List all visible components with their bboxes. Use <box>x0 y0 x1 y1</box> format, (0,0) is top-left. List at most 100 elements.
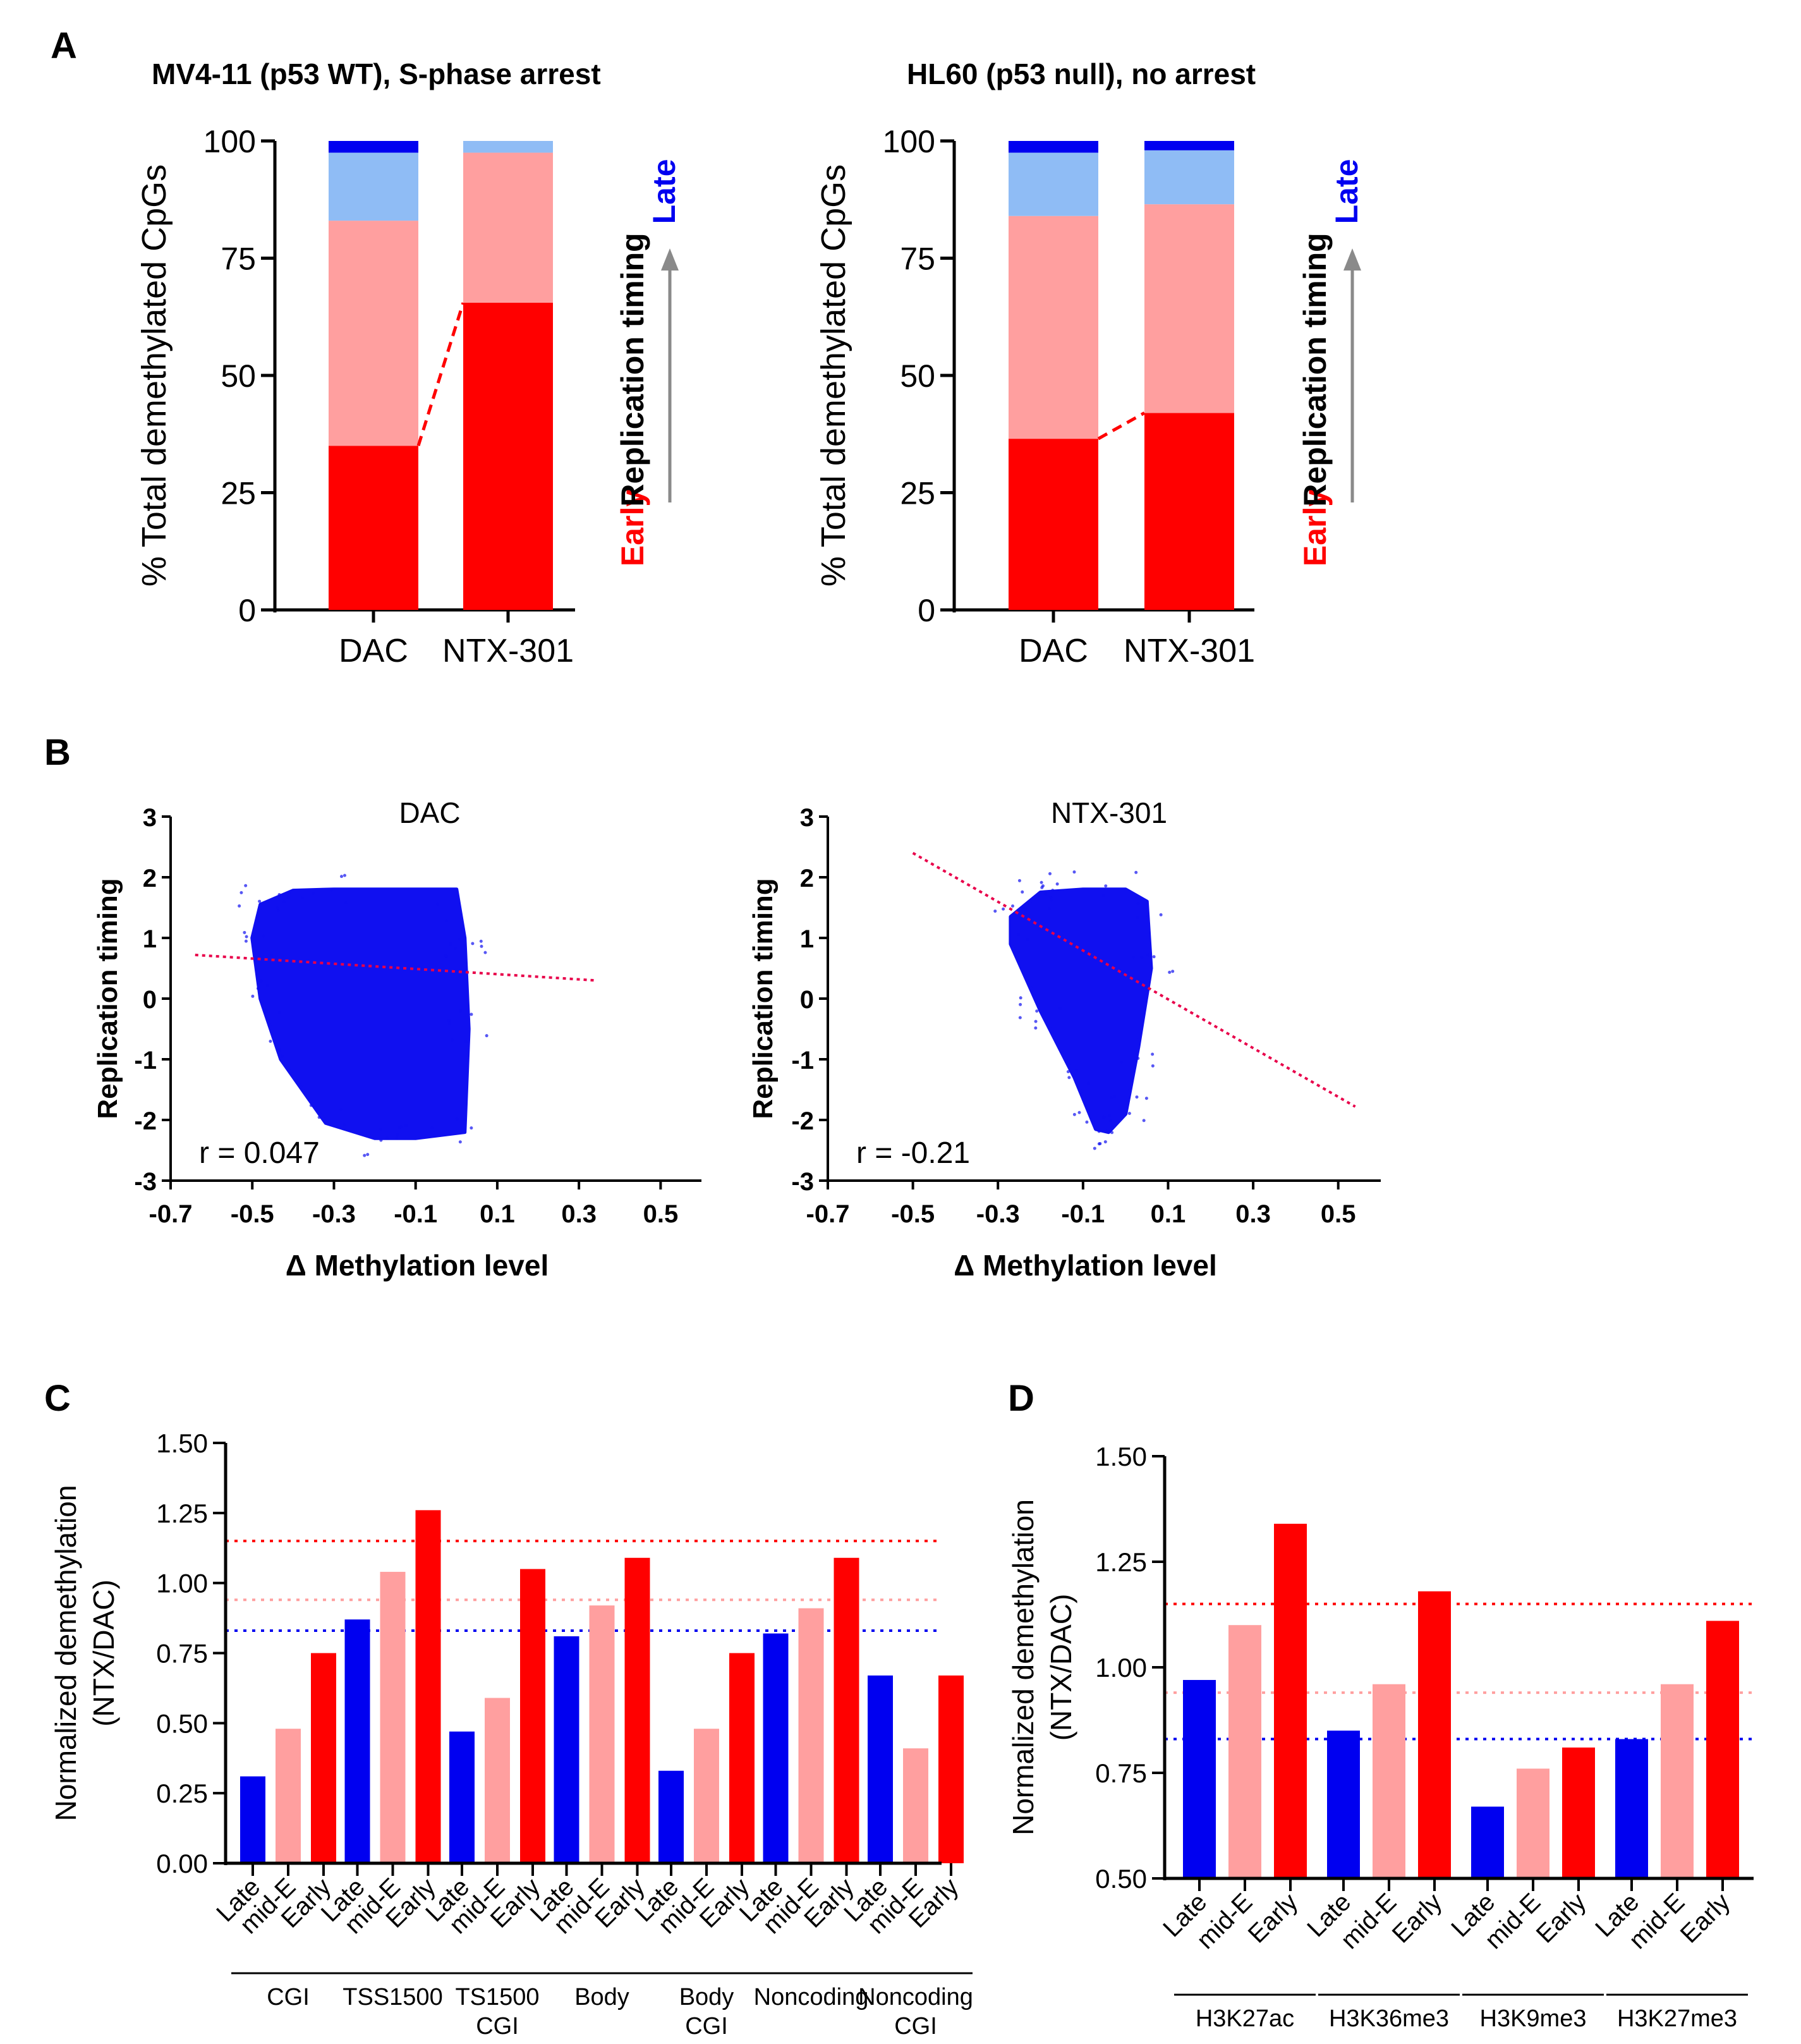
bar-mid-e <box>1661 1684 1694 1878</box>
scatter-point <box>1140 955 1144 959</box>
y-tick-label: 0.50 <box>1095 1864 1147 1894</box>
bar-late <box>763 1633 789 1863</box>
y-tick-label: 25 <box>221 476 256 511</box>
scatter-point <box>470 1126 473 1130</box>
y-tick-label: 100 <box>883 124 935 159</box>
y-tick-label: 100 <box>203 124 256 159</box>
y-tick-label: 0.75 <box>156 1639 208 1669</box>
scatter-point <box>483 951 487 954</box>
bar-late <box>1615 1739 1648 1878</box>
scatter-point <box>276 909 280 913</box>
scatter-point <box>1142 1119 1146 1122</box>
scatter-point <box>1067 1076 1071 1080</box>
bar-segment-early <box>463 302 553 610</box>
scatter-point <box>1144 1097 1148 1100</box>
x-tick-label: -0.1 <box>394 1200 437 1228</box>
y-tick-label: -2 <box>791 1107 814 1135</box>
scatter-point <box>404 1124 408 1128</box>
scatter-point <box>262 934 265 938</box>
bar-early <box>834 1557 859 1863</box>
bar-mid-e <box>276 1729 301 1863</box>
scatter-point <box>317 1116 321 1119</box>
scatter-point <box>379 1128 383 1131</box>
scatter-point <box>1093 1147 1096 1150</box>
group-label: Noncoding <box>858 1984 973 2011</box>
scatter-point <box>1034 1026 1038 1030</box>
scatter-point <box>1110 1096 1113 1100</box>
scatter-point <box>1021 906 1024 910</box>
bar-early <box>624 1557 650 1863</box>
correlation-annotation: r = 0.047 <box>199 1136 320 1170</box>
y-tick-label: 25 <box>900 476 935 511</box>
scatter-point-cloud <box>1009 887 1153 1135</box>
panel-label-d: D <box>1008 1378 1034 1419</box>
group-label: CGI <box>894 2013 937 2040</box>
bar-late <box>344 1619 370 1863</box>
side-label-early: Early <box>1297 489 1333 567</box>
scatter-point <box>1077 1110 1081 1114</box>
scatter-point <box>1018 1016 1022 1019</box>
scatter-point <box>463 944 466 947</box>
scatter-point <box>240 891 243 894</box>
scatter-point <box>395 1136 399 1140</box>
group-label: Noncoding <box>754 1984 869 2011</box>
scatter-point <box>1132 955 1136 959</box>
bar-segment-mid-early <box>329 221 418 446</box>
y-tick-label: -2 <box>134 1107 157 1135</box>
scatter-point <box>1044 892 1048 896</box>
y-tick-label: 75 <box>900 241 935 277</box>
scatter-point <box>1159 913 1163 916</box>
x-tick-label: 0.5 <box>1321 1200 1356 1228</box>
scatter-point <box>1120 1060 1124 1064</box>
scatter-point <box>1103 1140 1107 1144</box>
bar-mid-e <box>485 1698 510 1863</box>
timing-arrowhead <box>661 248 679 271</box>
scatter-point <box>480 944 483 948</box>
regression-fit-line <box>912 851 1356 1108</box>
scatter-point <box>1151 1064 1155 1068</box>
scatter-point <box>1055 882 1059 886</box>
panel-label-b: B <box>44 732 71 773</box>
chart-a1-mv411-stacked: MV4-11 (p53 WT), S-phase arrest % Total d… <box>135 58 682 669</box>
y-tick-label: 1 <box>143 925 157 953</box>
scatter-point <box>251 994 255 998</box>
chart-c-genomic-features: Normalized demethylation (NTX/DAC)Latemid… <box>49 1428 973 2040</box>
bar-mid-e <box>1373 1684 1405 1878</box>
scatter-point <box>458 1140 462 1144</box>
x-tick-label: -0.5 <box>231 1200 274 1228</box>
scatter-point <box>460 927 464 931</box>
scatter-point <box>436 902 440 906</box>
scatter-point <box>1109 1119 1113 1123</box>
scatter-point <box>1146 914 1149 918</box>
scatter-point <box>1017 933 1021 937</box>
scatter-point <box>1152 955 1156 959</box>
bar-segment-early <box>1144 413 1234 610</box>
y-tick-label: 0 <box>800 986 814 1014</box>
scatter-point <box>1075 1069 1079 1073</box>
x-tick-label: NTX-301 <box>1124 633 1255 669</box>
scatter-point <box>1017 879 1021 882</box>
y-tick-label: 1.25 <box>156 1499 208 1528</box>
bar-late <box>449 1731 475 1863</box>
y-tick-label: -3 <box>134 1168 157 1196</box>
scatter-point <box>238 904 241 908</box>
scatter-point <box>1134 870 1138 874</box>
y-tick-label: 1.00 <box>1095 1653 1147 1682</box>
y-axis-label: (NTX/DAC) <box>87 1579 120 1727</box>
y-tick-label: 3 <box>143 804 157 832</box>
scatter-point <box>1098 1141 1102 1145</box>
group-label: H3K27ac <box>1196 2005 1294 2032</box>
scatter-point <box>1151 1052 1155 1056</box>
side-label-replication-timing: Replication timing <box>1297 233 1333 506</box>
chart-b1-dac-scatter: DAC Replication timing Δ Methylation level… <box>92 796 701 1282</box>
bar-late <box>658 1770 684 1863</box>
scatter-point <box>1021 890 1024 894</box>
bar-late <box>554 1636 579 1863</box>
y-tick-label: 50 <box>221 358 256 394</box>
group-label: H3K36me3 <box>1329 2005 1449 2032</box>
scatter-point <box>1136 915 1139 919</box>
scatter-point <box>339 1108 343 1112</box>
bar-mid-e <box>589 1605 615 1863</box>
scatter-point <box>1051 889 1055 892</box>
regression-fit-line <box>195 953 596 982</box>
